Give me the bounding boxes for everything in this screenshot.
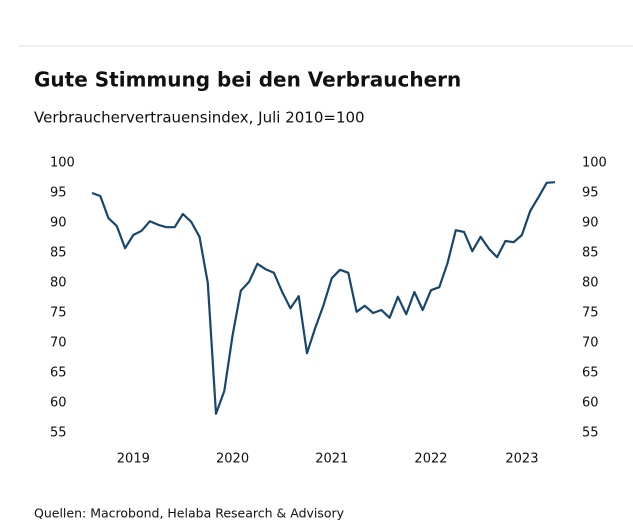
y2-tick-label: 95 [582,186,599,201]
y2-tick-label: 100 [582,156,607,171]
y2-tick-label: 90 [582,216,599,231]
line [91,181,556,415]
y-tick-label: 95 [50,186,67,201]
y2-tick-label: 65 [582,366,599,381]
x-tick-label: 2022 [414,452,447,467]
y2-tick-label: 80 [582,276,599,291]
x-tick-label: 2021 [315,452,348,467]
y2-tick-label: 55 [582,426,599,441]
y-tick-label: 85 [50,246,67,261]
x-tick-label: 2019 [117,452,150,467]
y-tick-label: 90 [50,216,67,231]
y-tick-label: 75 [50,306,67,321]
y-tick-label: 100 [50,156,75,171]
y-tick-label: 80 [50,276,67,291]
y2-tick-label: 60 [582,396,599,411]
x-tick-label: 2020 [216,452,249,467]
source: Quellen: Macrobond, Helaba Research & Ad… [34,506,345,521]
y2-tick-label: 70 [582,336,599,351]
y2-tick-label: 85 [582,246,599,261]
chart-subtitle: Verbrauchervertrauensindex, Juli 2010=10… [34,109,365,127]
y-tick-label: 70 [50,336,67,351]
chart-title: Gute Stimmung bei den Verbrauchern [34,68,461,92]
y-tick-label: 60 [50,396,67,411]
y-tick-label: 65 [50,366,67,381]
x-tick-label: 2023 [505,452,538,467]
y2-tick-label: 75 [582,306,599,321]
y-tick-label: 55 [50,426,67,441]
